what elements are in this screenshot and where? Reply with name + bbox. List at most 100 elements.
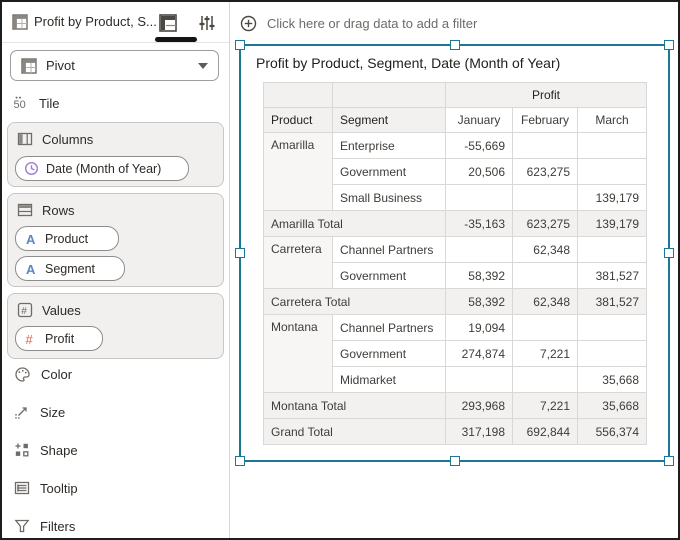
resize-handle-middle-right[interactable] [664, 248, 674, 258]
value-cell[interactable] [577, 158, 647, 185]
values-drop-zone[interactable]: # Values # Profit [7, 293, 224, 359]
segment-cell[interactable]: Small Business [332, 184, 446, 211]
resize-handle-middle-left[interactable] [235, 248, 245, 258]
value-cell[interactable] [445, 236, 513, 263]
resize-handle-bottom-right[interactable] [664, 456, 674, 466]
corner-cell[interactable] [263, 82, 333, 108]
measure-header-cell[interactable]: Profit [445, 82, 647, 108]
properties-tab-button[interactable] [196, 13, 218, 35]
value-cell[interactable] [512, 132, 578, 159]
value-cell[interactable] [445, 184, 513, 211]
resize-handle-bottom-middle[interactable] [449, 456, 460, 466]
total-value-cell[interactable]: -35,163 [445, 210, 513, 237]
product-cell[interactable]: Montana [263, 314, 333, 393]
value-cell[interactable]: 58,392 [445, 262, 513, 289]
values-label: Values [42, 302, 81, 318]
sidebar-item-filters[interactable]: Filters [14, 514, 75, 538]
filters-label: Filters [40, 518, 76, 534]
value-cell[interactable] [445, 366, 513, 393]
value-cell[interactable] [512, 314, 578, 341]
resize-handle-top-right[interactable] [664, 40, 674, 50]
column-header[interactable]: January [445, 107, 513, 133]
sidebar-item-shape[interactable]: Shape [14, 438, 78, 462]
total-value-cell[interactable]: 62,348 [512, 288, 578, 315]
segment-cell[interactable]: Government [332, 158, 446, 185]
total-label-cell[interactable]: Grand Total [263, 418, 446, 445]
product-cell[interactable]: Amarilla [263, 132, 333, 211]
segment-cell[interactable]: Channel Partners [332, 236, 446, 263]
total-row: Amarilla Total -35,163 623,275 139,179 [263, 210, 647, 237]
data-row: Montana Channel Partners 19,094 [263, 314, 647, 393]
corner-cell[interactable] [332, 82, 446, 108]
rows-label: Rows [42, 202, 75, 218]
total-value-cell[interactable]: 692,844 [512, 418, 578, 445]
column-header[interactable]: February [512, 107, 578, 133]
sidebar-item-size[interactable]: Size [14, 400, 65, 424]
clock-icon [24, 161, 39, 176]
pill-profit[interactable]: # Profit [15, 326, 103, 351]
grammar-tab-button[interactable] [157, 13, 179, 35]
data-row: Carretera Channel Partners 62,348 [263, 236, 647, 289]
value-cell[interactable]: 20,506 [445, 158, 513, 185]
segment-cell[interactable]: Midmarket [332, 366, 446, 393]
value-cell[interactable]: 35,668 [577, 366, 647, 393]
total-label-cell[interactable]: Montana Total [263, 392, 446, 419]
pill-product[interactable]: A Product [15, 226, 119, 251]
value-cell[interactable] [577, 314, 647, 341]
total-value-cell[interactable]: 35,668 [577, 392, 647, 419]
rows-drop-zone[interactable]: Rows A Product A Segment [7, 193, 224, 287]
resize-handle-bottom-left[interactable] [235, 456, 245, 466]
total-value-cell[interactable]: 7,221 [512, 392, 578, 419]
total-value-cell[interactable]: 317,198 [445, 418, 513, 445]
value-cell[interactable]: 623,275 [512, 158, 578, 185]
pivot-table: Profit Product Segment January February March… [263, 82, 647, 445]
value-cell[interactable] [577, 340, 647, 367]
value-cell[interactable] [577, 236, 647, 263]
total-value-cell[interactable]: 58,392 [445, 288, 513, 315]
value-cell[interactable]: 139,179 [577, 184, 647, 211]
sidebar-item-color[interactable]: Color [14, 362, 72, 386]
total-value-cell[interactable]: 556,374 [577, 418, 647, 445]
segment-cell[interactable]: Enterprise [332, 132, 446, 159]
filter-funnel-icon [14, 518, 30, 534]
data-row: Midmarket 35,668 [264, 366, 647, 393]
columns-drop-zone[interactable]: Columns Date (Month of Year) [7, 122, 224, 187]
total-label-cell[interactable]: Amarilla Total [263, 210, 446, 237]
value-cell[interactable]: 19,094 [445, 314, 513, 341]
value-cell[interactable] [512, 262, 578, 289]
total-value-cell[interactable]: 381,527 [577, 288, 647, 315]
total-label-cell[interactable]: Carretera Total [263, 288, 446, 315]
pill-label: Profit [45, 331, 75, 346]
segment-cell[interactable]: Government [332, 262, 446, 289]
value-cell[interactable]: 381,527 [577, 262, 647, 289]
total-value-cell[interactable]: 293,968 [445, 392, 513, 419]
value-cell[interactable] [512, 366, 578, 393]
value-cell[interactable] [512, 184, 578, 211]
pill-segment[interactable]: A Segment [15, 256, 125, 281]
viz-type-dropdown[interactable]: Pivot [10, 50, 219, 81]
add-filter-label: Click here or drag data to add a filter [267, 15, 478, 31]
row-dimension-header[interactable]: Product [263, 107, 333, 133]
row-dimension-header[interactable]: Segment [332, 107, 446, 133]
sidebar-item-tile[interactable]: 50 Tile [12, 90, 60, 116]
column-header[interactable]: March [577, 107, 647, 133]
value-cell[interactable]: 7,221 [512, 340, 578, 367]
total-value-cell[interactable]: 623,275 [512, 210, 578, 237]
total-value-cell[interactable]: 139,179 [577, 210, 647, 237]
value-cell[interactable]: 274,874 [445, 340, 513, 367]
resize-handle-top-middle[interactable] [449, 40, 460, 50]
value-cell[interactable]: -55,669 [445, 132, 513, 159]
sidebar-item-tooltip[interactable]: Tooltip [14, 476, 78, 500]
text-attribute-icon: A [24, 262, 38, 277]
pivot-table-head: Profit Product Segment January February March [263, 82, 647, 133]
value-cell[interactable] [577, 132, 647, 159]
pill-date-month-of-year[interactable]: Date (Month of Year) [15, 156, 189, 181]
data-row: Government 20,506 623,275 [264, 158, 647, 185]
add-filter-bar[interactable]: Click here or drag data to add a filter [240, 2, 477, 44]
svg-text:50: 50 [14, 99, 26, 111]
segment-cell[interactable]: Channel Partners [332, 314, 446, 341]
product-cell[interactable]: Carretera [263, 236, 333, 289]
value-cell[interactable]: 62,348 [512, 236, 578, 263]
resize-handle-top-left[interactable] [235, 40, 245, 50]
segment-cell[interactable]: Government [332, 340, 446, 367]
